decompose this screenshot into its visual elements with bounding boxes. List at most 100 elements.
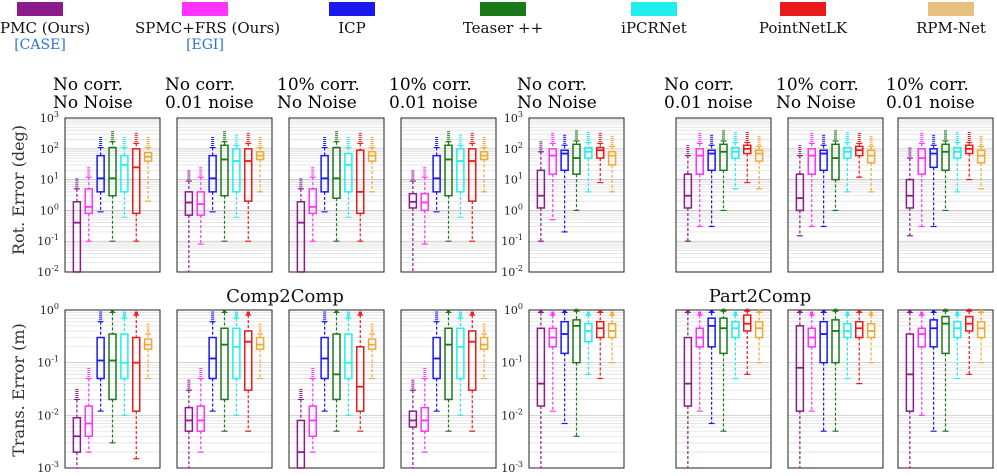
legend-item-4: iPCRNet xyxy=(584,2,724,37)
box xyxy=(232,148,241,193)
box xyxy=(120,154,129,193)
box xyxy=(941,143,950,172)
box xyxy=(941,315,950,355)
y-tick-label: 10-3 xyxy=(501,460,523,475)
legend-swatch xyxy=(780,2,826,16)
box xyxy=(220,327,229,401)
legend-swatch xyxy=(329,2,375,16)
panel-frame xyxy=(288,117,385,273)
box xyxy=(560,320,569,355)
box xyxy=(255,336,265,350)
box xyxy=(196,405,205,432)
panel-bg xyxy=(177,310,272,468)
box xyxy=(795,173,805,212)
box xyxy=(584,146,593,159)
box xyxy=(596,146,605,159)
column-title-line: No corr. xyxy=(165,75,235,95)
box xyxy=(855,320,864,339)
legend-item-2: ICP xyxy=(282,2,422,37)
legend-item-5: PointNetLK xyxy=(733,2,873,37)
box xyxy=(232,327,241,380)
y-tick-label: 10-2 xyxy=(501,407,523,422)
box xyxy=(917,148,926,175)
box xyxy=(572,143,581,175)
panel-frame xyxy=(528,117,625,273)
box xyxy=(468,330,477,391)
legend-swatch xyxy=(631,2,677,16)
box xyxy=(296,201,306,273)
box xyxy=(132,336,141,412)
panel-frame xyxy=(675,117,772,273)
box xyxy=(432,154,441,193)
box xyxy=(683,173,693,209)
box xyxy=(244,148,253,202)
legend-label: RPM-Net xyxy=(916,19,986,37)
column-title-line: No Noise xyxy=(776,93,856,113)
column-title-line: No corr. xyxy=(664,75,734,95)
panel-bg xyxy=(401,310,496,468)
legend-ref: [CASE] xyxy=(14,37,66,53)
box xyxy=(683,336,693,407)
box xyxy=(308,188,317,215)
y-tick-label: 100 xyxy=(504,202,523,217)
box xyxy=(819,320,828,364)
panel-frame xyxy=(176,117,273,273)
box xyxy=(929,319,938,348)
ylabel-rot: Rot. Error (deg) xyxy=(9,125,28,255)
legend-item-0: SPMC (Ours)[CASE] xyxy=(0,2,110,53)
box xyxy=(953,320,962,339)
y-tick-label: 102 xyxy=(504,141,523,156)
y-tick-label: 101 xyxy=(504,172,523,187)
box xyxy=(707,149,716,172)
y-tick-label: 10-1 xyxy=(501,233,523,248)
box xyxy=(468,148,477,202)
column-title-line: No Noise xyxy=(517,93,597,113)
box xyxy=(695,148,704,175)
legend-label: SPMC (Ours) xyxy=(0,19,91,37)
y-tick-label: 102 xyxy=(40,141,59,156)
box xyxy=(108,333,117,401)
box xyxy=(548,148,557,175)
box xyxy=(96,154,105,193)
ylabel-trans: Trans. Error (m) xyxy=(9,323,28,457)
box xyxy=(184,406,194,432)
box xyxy=(560,149,569,172)
column-title-line: No corr. xyxy=(53,75,123,95)
y-tick-label: 100 xyxy=(40,202,59,217)
y-tick-label: 10-1 xyxy=(37,355,59,370)
box xyxy=(905,333,915,412)
box xyxy=(584,322,593,343)
box xyxy=(607,151,617,166)
y-tick-label: 10-1 xyxy=(501,355,523,370)
box xyxy=(731,320,740,339)
box xyxy=(344,152,353,193)
box xyxy=(96,336,105,380)
box xyxy=(420,406,429,432)
legend-swatch xyxy=(17,2,63,16)
box xyxy=(444,144,453,197)
y-tick-label: 10-2 xyxy=(37,407,59,422)
box xyxy=(707,317,716,348)
box xyxy=(596,320,605,339)
box xyxy=(220,144,229,197)
box xyxy=(296,419,306,469)
box xyxy=(953,146,962,159)
box xyxy=(84,188,93,215)
box xyxy=(132,148,141,215)
box xyxy=(408,192,418,209)
legend-label: SPMC+FRS (Ours) xyxy=(135,19,281,37)
y-tick-label: 103 xyxy=(40,110,59,125)
box xyxy=(831,143,840,181)
box xyxy=(72,201,82,273)
column-title-line: 10% corr. xyxy=(277,75,360,95)
column-title-line: 0.01 noise xyxy=(389,93,478,113)
box xyxy=(831,319,840,364)
legend-item-6: RPM-Net xyxy=(881,2,997,37)
legend-swatch xyxy=(480,2,526,16)
box xyxy=(754,320,764,339)
column-title-line: 0.01 noise xyxy=(664,93,753,113)
legend-item-1: SPMC+FRS (Ours) [EGI] xyxy=(135,2,281,53)
box xyxy=(807,148,816,175)
column-title-line: 10% corr. xyxy=(776,75,859,95)
